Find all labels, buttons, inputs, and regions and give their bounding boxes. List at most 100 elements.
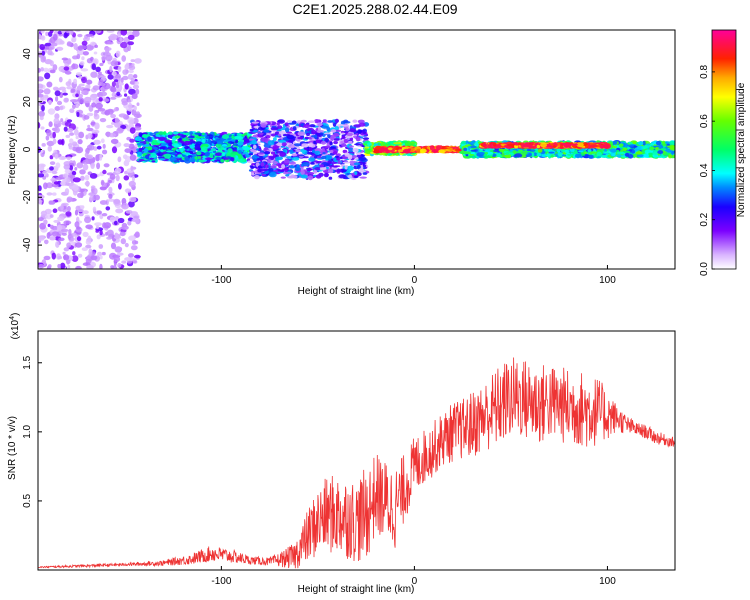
spectrogram-cell <box>79 169 86 175</box>
spectrogram-cell <box>187 155 193 158</box>
spectrogram-cell <box>197 155 202 160</box>
spectrogram-cell <box>53 87 61 92</box>
spectrogram-cell <box>184 146 190 150</box>
spectrogram-cell <box>110 242 117 250</box>
spectrogram-cell <box>236 133 241 136</box>
spectrogram-cell <box>97 251 103 256</box>
spectrogram-cell <box>317 136 322 141</box>
spectrogram-cell <box>76 216 80 223</box>
spectrogram-cell <box>358 168 365 172</box>
spectrogram-cell <box>47 145 52 152</box>
spectrogram-cell <box>314 150 321 155</box>
spectrogram-cell <box>134 254 141 259</box>
spectrogram-cell <box>147 136 152 142</box>
spectrogram-cell <box>87 235 92 242</box>
spectrogram-cell <box>178 137 182 141</box>
spectrogram-cell <box>308 146 313 152</box>
spectrogram-cell <box>118 183 122 190</box>
spectrogram-cell <box>131 109 137 116</box>
spectrogram-cell <box>108 193 113 199</box>
spectrogram-cell <box>65 30 71 34</box>
spectrogram-cell <box>115 107 119 111</box>
spectrogram-cell <box>201 146 208 152</box>
spectrogram-cell <box>90 41 96 46</box>
spectrogram-cell <box>431 149 439 152</box>
spectrogram-cell <box>308 120 316 123</box>
spectrogram-cell <box>117 65 122 73</box>
spectrogram-cell <box>196 151 202 156</box>
spectrogram-cell <box>108 132 116 138</box>
spectrogram-cell <box>93 51 98 55</box>
spectrogram-cell <box>43 255 51 261</box>
spectrogram-cell <box>352 147 359 153</box>
spectrogram-cell <box>247 133 252 137</box>
spectrogram-cell <box>214 159 221 162</box>
spectrogram-cell <box>301 162 310 167</box>
spectrogram-cell <box>260 137 268 143</box>
spectrogram-cell <box>314 119 319 124</box>
spectrogram-cell <box>102 169 107 175</box>
spectrogram-cell <box>52 131 56 139</box>
spectrogram-cell <box>221 134 230 139</box>
spectrogram-cell <box>247 160 254 164</box>
spectrogram-cell <box>40 35 46 41</box>
spectrogram-cell <box>134 113 142 119</box>
spectrogram-cell <box>51 252 56 260</box>
spectrogram-cell <box>330 129 337 133</box>
spectrogram-cell <box>128 69 134 74</box>
spectrogram-cell <box>63 97 69 103</box>
spectrogram-cell <box>124 83 129 90</box>
spectrogram-cell <box>128 180 136 188</box>
spectrogram-cell <box>133 105 137 111</box>
spectrogram-cell <box>115 50 121 58</box>
spectrogram-cell <box>286 134 295 140</box>
spectrogram-cell <box>121 202 129 210</box>
spectrogram-cell <box>612 140 618 145</box>
spectrogram-cell <box>205 157 213 161</box>
spectrogram-cell <box>301 143 309 148</box>
spectrogram-cell <box>77 93 84 99</box>
spectrogram-cell <box>81 205 85 209</box>
spectrogram-cell <box>72 184 79 192</box>
spectrogram-cell <box>164 139 172 143</box>
spectrogram-cell <box>76 162 84 169</box>
spectrogram-cell <box>294 166 301 171</box>
spectrogram-cell <box>251 172 255 176</box>
spectrogram-cell <box>129 127 136 134</box>
spectrogram-cell <box>106 132 111 138</box>
spectrogram-cell <box>220 158 225 163</box>
spectrogram-cell <box>283 171 289 175</box>
spectrogram-cell <box>309 142 313 148</box>
spectrogram-cell <box>264 151 271 155</box>
spectrogram-cell <box>71 255 79 262</box>
spectrogram-cell <box>130 245 138 251</box>
spectrogram-cell <box>74 209 79 216</box>
spectrogram-cell <box>668 154 673 159</box>
spectrogram-region-band-turbulent <box>247 118 370 181</box>
spectrogram-cell <box>86 44 94 51</box>
spectrogram-cell <box>484 152 489 155</box>
spectrogram-cell <box>349 160 354 164</box>
spectrogram-cell <box>234 139 239 144</box>
spectrogram-cell <box>286 120 293 123</box>
spectrogram-cell <box>178 148 186 151</box>
spectrogram-cell <box>290 175 298 178</box>
spectrogram-cell <box>55 162 61 169</box>
spectrogram-cell <box>123 143 130 148</box>
spectrogram-cell <box>49 166 54 171</box>
spectrogram-cell <box>78 131 85 139</box>
spectrogram-cell <box>286 156 293 159</box>
spectrogram-cell <box>142 143 150 148</box>
spectrogram-cell <box>115 208 124 214</box>
spectrogram-cell <box>237 159 245 163</box>
spectrogram-cell <box>153 146 158 150</box>
spectrogram-cell <box>62 173 68 178</box>
spectrogram-cell <box>167 134 174 139</box>
spectrogram-cell <box>293 143 301 147</box>
spectrogram-cell <box>349 128 357 133</box>
spectrogram-cell <box>137 151 143 157</box>
spectrogram-cell <box>326 155 333 160</box>
spectrogram-cell <box>77 192 84 198</box>
spectrogram-cell <box>103 163 110 168</box>
spectrogram-cell <box>397 149 404 153</box>
